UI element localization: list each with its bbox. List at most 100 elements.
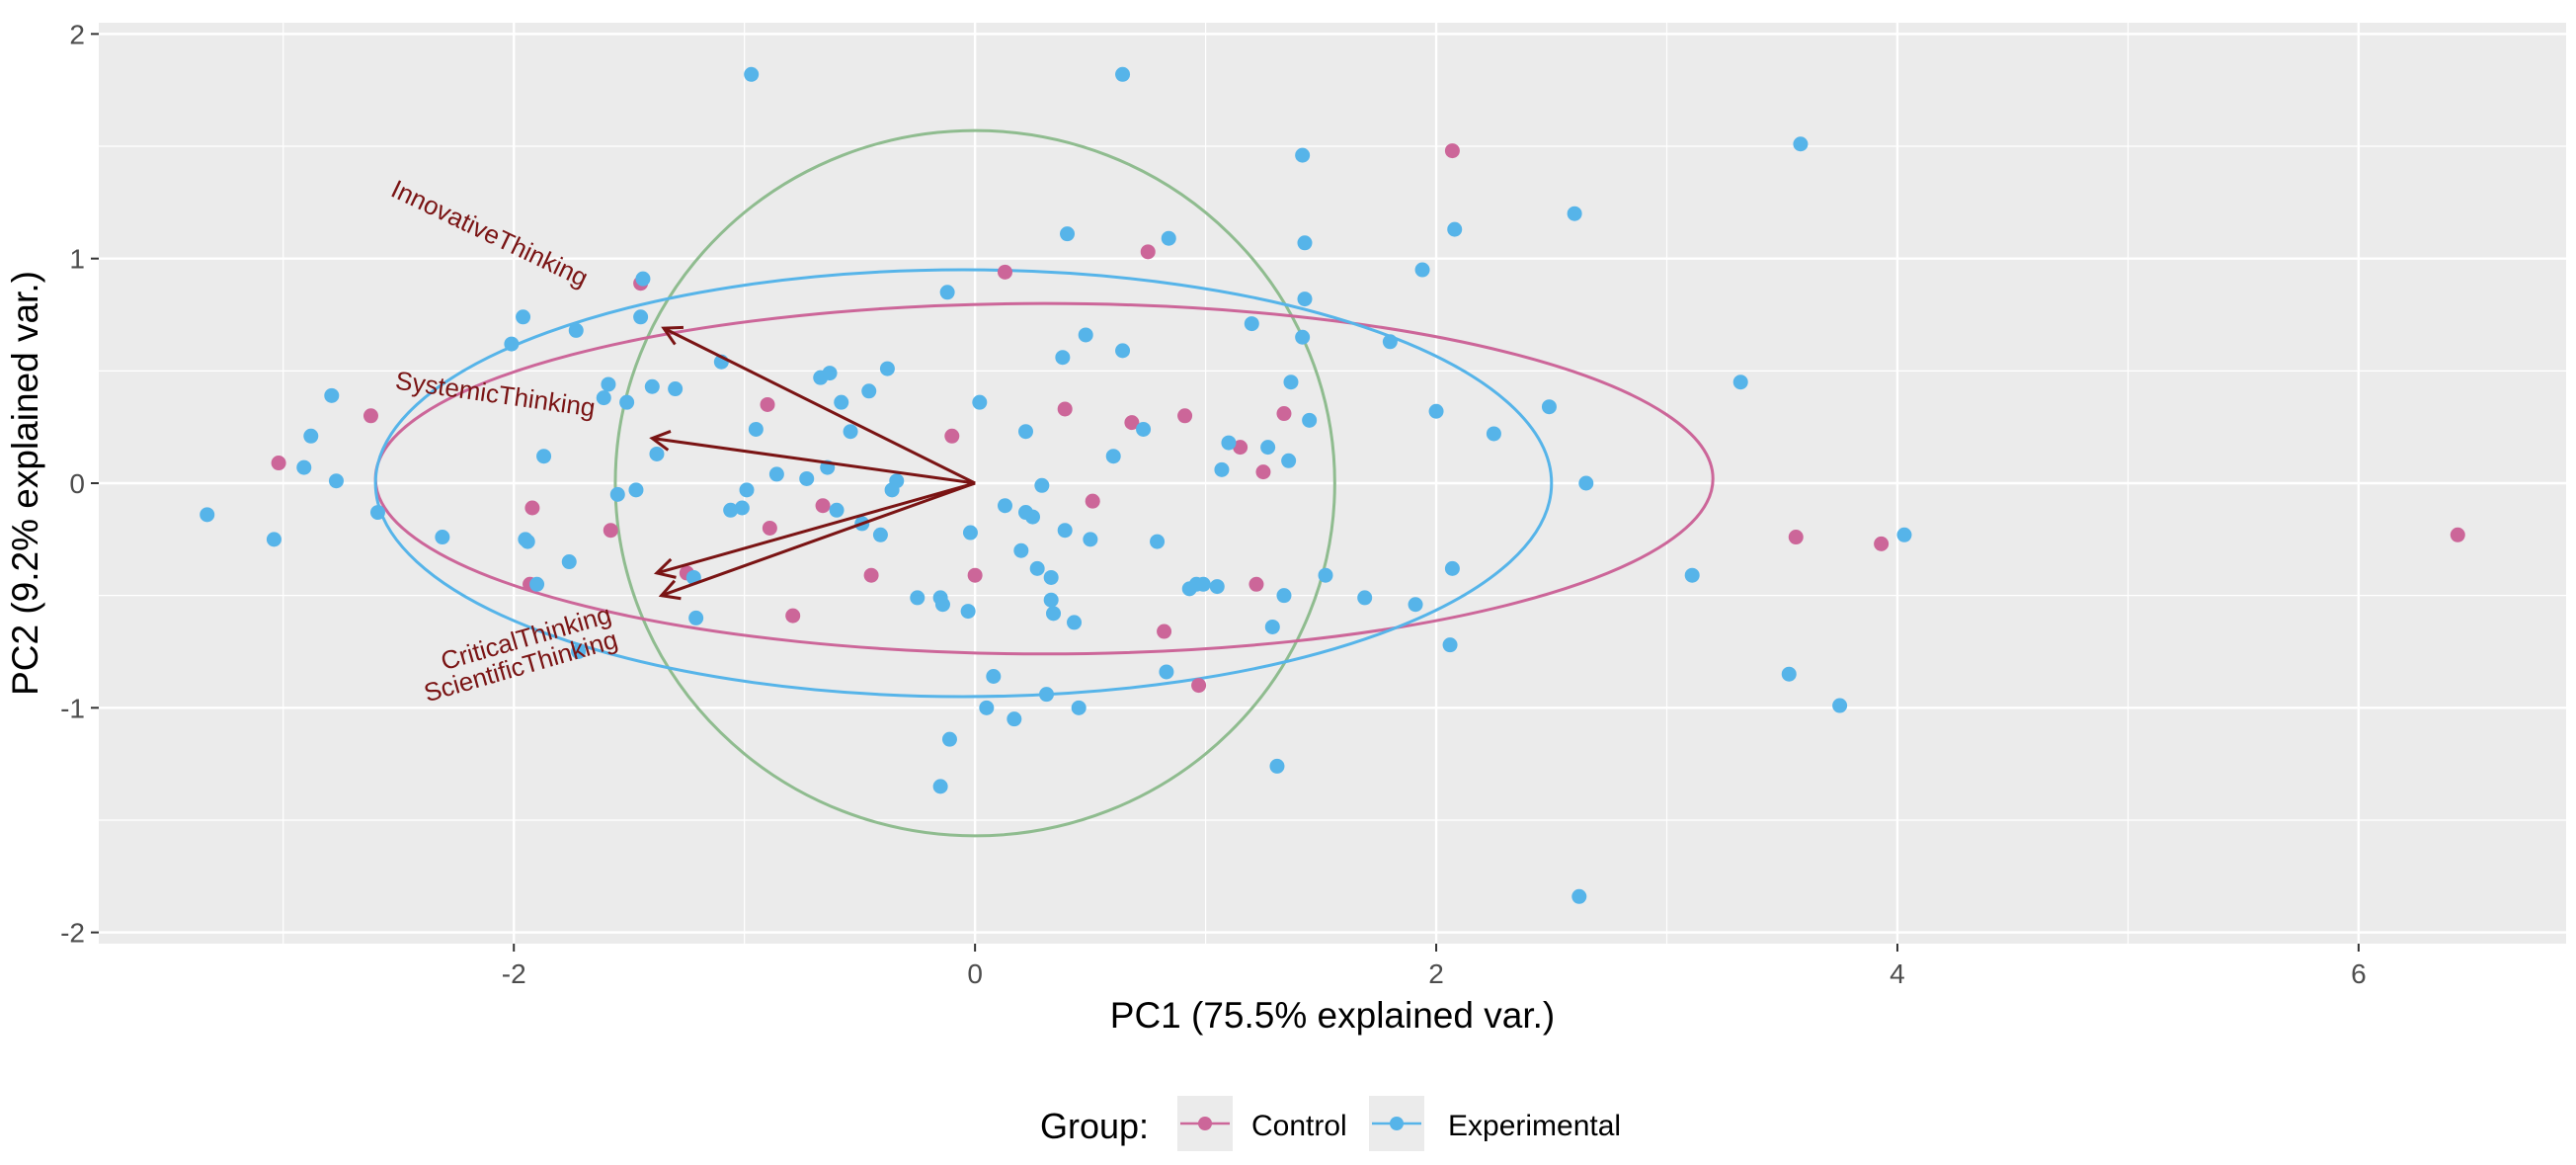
point-experimental: [1276, 588, 1292, 604]
point-control: [271, 456, 286, 471]
point-experimental: [324, 387, 340, 403]
arrowhead-CriticalThinking: [653, 557, 677, 579]
x-tick-label: 0: [967, 958, 983, 989]
point-experimental: [1428, 403, 1444, 419]
point-experimental: [829, 502, 845, 518]
point-control: [944, 428, 960, 444]
point-experimental: [1034, 477, 1050, 493]
point-control: [1874, 536, 1890, 551]
y-tick-label: -2: [60, 918, 85, 949]
point-experimental: [1297, 235, 1313, 251]
legend-key-experimental: [1369, 1096, 1424, 1151]
point-experimental: [1018, 424, 1034, 440]
point-experimental: [941, 731, 957, 747]
point-experimental: [435, 530, 450, 545]
point-experimental: [1055, 350, 1071, 366]
point-experimental: [1043, 569, 1059, 585]
point-experimental: [688, 610, 704, 625]
point-experimental: [822, 366, 838, 381]
point-experimental: [1414, 262, 1430, 278]
point-experimental: [668, 381, 684, 397]
point-experimental: [1283, 374, 1299, 390]
x-tick-label: 6: [2351, 958, 2367, 989]
point-experimental: [596, 390, 611, 406]
point-experimental: [1357, 590, 1373, 606]
point-experimental: [1832, 698, 1848, 713]
point-experimental: [1269, 758, 1285, 774]
point-experimental: [934, 597, 950, 613]
point-experimental: [1071, 700, 1087, 715]
y-axis-label: PC2 (9.2% explained var.): [5, 271, 45, 696]
point-experimental: [1295, 329, 1311, 345]
point-experimental: [1083, 532, 1098, 547]
legend-key-control: [1177, 1096, 1233, 1151]
point-experimental: [328, 473, 344, 489]
point-experimental: [1221, 435, 1237, 451]
point-experimental: [504, 336, 520, 352]
point-experimental: [1043, 592, 1059, 608]
point-experimental: [834, 394, 849, 410]
y-tick-label: 1: [69, 244, 85, 275]
point-experimental: [649, 446, 665, 461]
correlation-circle: [613, 128, 1336, 838]
point-experimental: [628, 482, 644, 498]
point-control: [603, 523, 618, 539]
point-control: [1255, 464, 1271, 480]
point-experimental: [1115, 66, 1131, 82]
point-experimental: [1159, 664, 1174, 680]
point-experimental: [799, 470, 815, 486]
point-experimental: [1214, 461, 1230, 477]
point-experimental: [1025, 509, 1041, 525]
point-experimental: [1046, 606, 1062, 622]
point-experimental: [516, 309, 531, 325]
point-experimental: [1318, 567, 1333, 583]
point-experimental: [296, 459, 312, 475]
point-experimental: [872, 527, 888, 542]
point-control: [1157, 624, 1172, 639]
point-control: [1124, 415, 1140, 431]
arrowhead-InnovativeThinking: [661, 325, 684, 346]
point-control: [997, 264, 1012, 280]
point-control: [362, 408, 378, 424]
point-control: [1085, 493, 1100, 509]
point-experimental: [536, 449, 552, 464]
point-experimental: [601, 376, 616, 392]
point-control: [2450, 527, 2465, 542]
point-experimental: [619, 394, 635, 410]
ellipse-experimental: [373, 268, 1554, 699]
x-tick-label: -2: [502, 958, 526, 989]
point-experimental: [744, 66, 760, 82]
point-experimental: [1281, 453, 1297, 468]
point-control: [815, 498, 831, 514]
point-experimental: [635, 271, 651, 287]
point-experimental: [520, 534, 535, 549]
point-experimental: [1684, 567, 1700, 583]
point-experimental: [1006, 711, 1022, 727]
point-experimental: [932, 779, 948, 794]
point-experimental: [1264, 619, 1280, 634]
point-experimental: [1567, 206, 1582, 221]
point-experimental: [1442, 637, 1458, 653]
point-experimental: [889, 473, 905, 489]
point-experimental: [266, 532, 282, 547]
point-experimental: [1444, 560, 1460, 576]
legend-title: Group:: [1040, 1106, 1149, 1146]
y-tick-label: -1: [60, 693, 85, 723]
point-experimental: [1578, 475, 1594, 491]
point-experimental: [1150, 534, 1166, 549]
point-experimental: [739, 482, 755, 498]
point-experimental: [633, 309, 649, 325]
point-experimental: [748, 421, 764, 437]
point-experimental: [1382, 334, 1398, 350]
point-experimental: [879, 361, 895, 376]
point-experimental: [1067, 615, 1083, 630]
arrow-SystemicThinking: [652, 437, 976, 485]
point-experimental: [986, 668, 1002, 684]
point-experimental: [910, 590, 926, 606]
point-experimental: [1896, 527, 1912, 542]
point-experimental: [1209, 579, 1225, 595]
legend: Group: Control Experimental: [1040, 1096, 1621, 1151]
point-experimental: [939, 285, 955, 300]
point-experimental: [972, 394, 988, 410]
point-experimental: [1571, 888, 1587, 904]
